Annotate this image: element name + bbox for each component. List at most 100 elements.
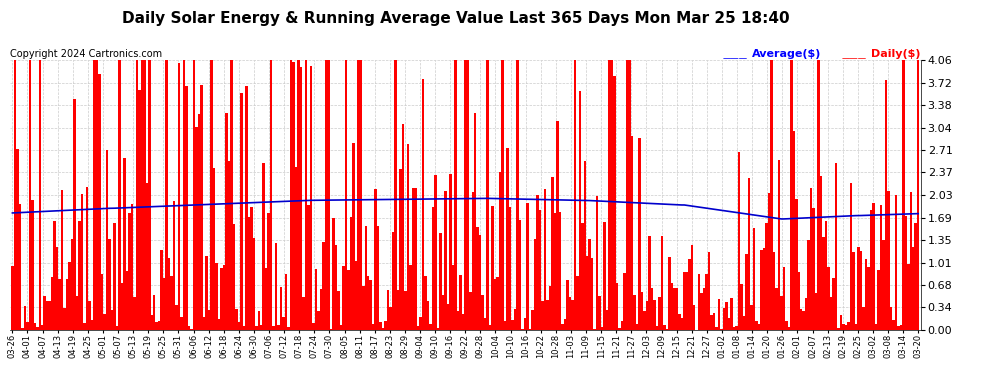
Bar [685,272,688,330]
Bar [815,292,818,330]
Bar [265,268,267,330]
Bar [248,217,250,330]
Bar [752,228,755,330]
Bar [56,247,58,330]
Bar [103,314,106,330]
Bar [168,258,170,330]
Bar [770,60,772,330]
Bar [106,150,108,330]
Bar [362,286,364,330]
Bar [73,99,76,330]
Bar [241,93,243,330]
Bar [877,270,880,330]
Bar [668,256,670,330]
Bar [333,217,335,330]
Bar [292,62,295,330]
Bar [512,320,514,330]
Bar [897,327,900,330]
Bar [703,288,706,330]
Bar [153,294,155,330]
Bar [128,213,131,330]
Bar [830,297,833,330]
Bar [414,188,417,330]
Bar [910,192,912,330]
Bar [631,135,634,330]
Bar [302,297,305,330]
Bar [760,251,762,330]
Bar [150,315,153,330]
Bar [542,301,544,330]
Bar [504,321,506,330]
Bar [544,189,546,330]
Bar [46,301,49,330]
Bar [890,307,892,330]
Bar [665,329,668,330]
Bar [185,86,188,330]
Bar [160,250,163,330]
Bar [698,274,701,330]
Bar [688,260,690,330]
Bar [551,177,553,330]
Bar [136,60,138,330]
Bar [484,318,486,330]
Bar [641,292,644,330]
Bar [800,309,803,330]
Bar [220,268,223,330]
Bar [663,325,665,330]
Bar [116,326,118,330]
Text: Daily($): Daily($) [871,49,921,59]
Bar [833,278,835,330]
Bar [872,203,874,330]
Bar [619,328,621,330]
Bar [772,252,775,330]
Bar [203,317,205,330]
Bar [767,193,770,330]
Bar [496,278,499,330]
Bar [437,328,440,330]
Bar [141,60,143,330]
Bar [755,321,757,330]
Bar [148,60,150,330]
Bar [246,86,248,330]
Bar [61,190,63,330]
Bar [553,213,556,330]
Bar [785,321,788,330]
Bar [193,60,195,330]
Bar [887,191,890,330]
Bar [464,60,466,330]
Bar [262,163,265,330]
Bar [445,191,446,330]
Bar [678,315,680,330]
Bar [16,148,19,330]
Bar [310,66,312,330]
Bar [629,60,631,330]
Bar [718,300,721,330]
Bar [591,258,593,330]
Bar [862,306,864,330]
Bar [454,60,456,330]
Bar [859,251,862,330]
Bar [733,327,736,330]
Text: Copyright 2024 Cartronics.com: Copyright 2024 Cartronics.com [10,49,162,59]
Bar [905,216,907,330]
Bar [762,248,765,330]
Bar [404,291,407,330]
Bar [693,305,696,330]
Bar [419,317,422,330]
Bar [624,273,626,330]
Bar [243,326,246,330]
Bar [869,210,872,330]
Bar [798,272,800,330]
Bar [522,329,524,330]
Bar [598,296,601,330]
Bar [793,131,795,330]
Bar [680,318,683,330]
Bar [143,60,146,330]
Bar [111,310,113,330]
Bar [165,60,168,330]
Bar [820,176,823,330]
Bar [228,161,230,330]
Bar [297,60,300,330]
Bar [459,275,461,330]
Bar [847,322,849,330]
